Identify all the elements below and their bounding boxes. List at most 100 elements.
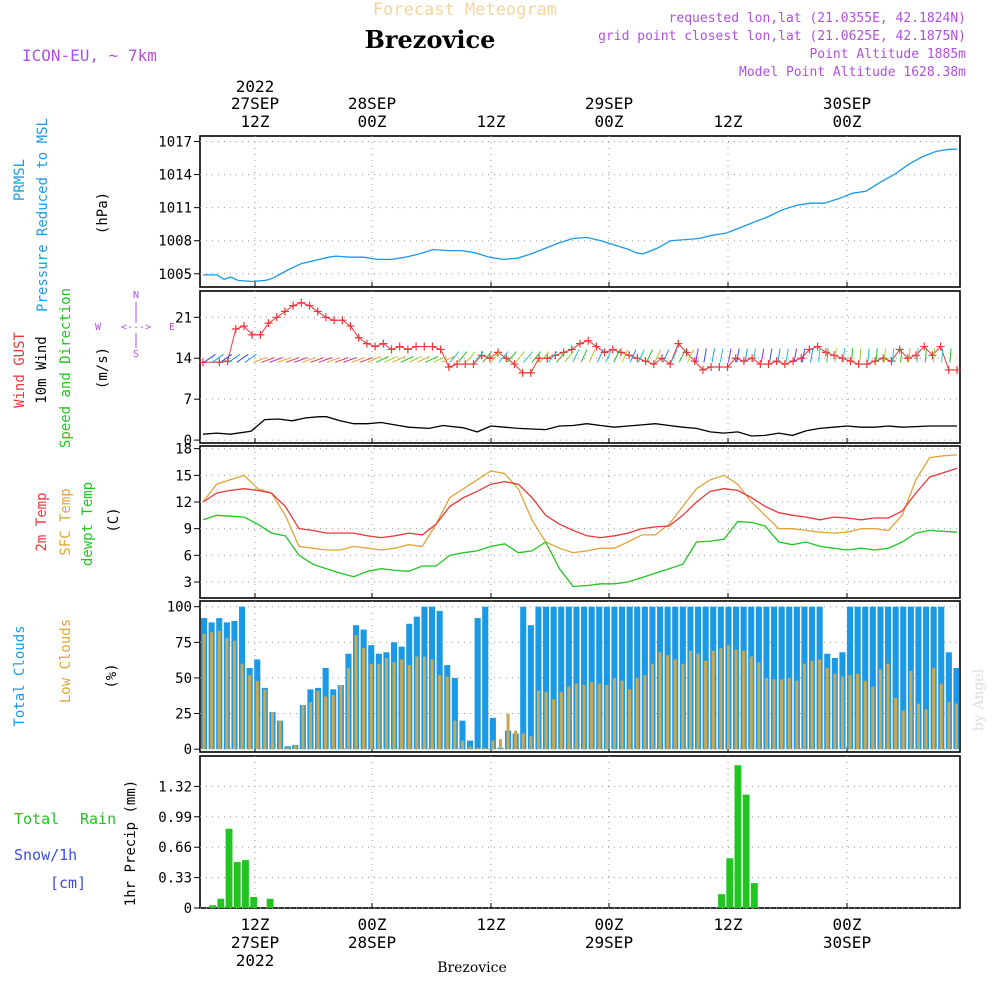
low-cloud-bar	[787, 677, 791, 750]
low-cloud-bar	[286, 747, 290, 750]
gust-marker	[895, 345, 904, 354]
wind-arrow	[474, 351, 484, 363]
panel4-labels: Total Clouds Low Clouds (%)	[12, 619, 120, 727]
wind-arrow	[506, 351, 517, 363]
wind-arrow	[850, 348, 854, 363]
y-tick-label: 3	[184, 575, 192, 591]
wind-arrow	[621, 349, 629, 363]
wind-arrow	[916, 348, 919, 363]
bottom-hour-label: 00Z	[833, 915, 862, 934]
total-cloud-bar	[778, 606, 785, 750]
low-cloud-bar	[316, 690, 320, 750]
wind-arrow	[703, 348, 707, 363]
bottom-hour-label: 12Z	[477, 915, 506, 934]
low-cloud-bar	[628, 689, 632, 750]
wind-arrow	[334, 357, 349, 363]
wind-arrow	[425, 355, 439, 363]
bottom-day-label: 28SEP	[348, 933, 396, 952]
precip-bar	[718, 894, 725, 908]
low-cloud-bar	[301, 704, 305, 750]
wind-arrow	[654, 349, 662, 363]
total-cloud-bar	[482, 606, 489, 750]
low-cloud-bar	[202, 633, 206, 750]
low-cloud-bar	[453, 720, 457, 750]
gust-marker	[641, 357, 650, 366]
gust-marker	[821, 348, 830, 357]
wind-arrow	[367, 355, 381, 363]
low-cloud-bar	[559, 692, 563, 750]
low-cloud-bar	[742, 650, 746, 750]
wind-arrow	[605, 349, 612, 363]
wind-arrow	[924, 348, 927, 363]
low-cloud-bar	[749, 656, 753, 750]
low-cloud-bar	[278, 720, 282, 750]
gust-marker	[444, 363, 453, 371]
wind-arrow	[588, 349, 596, 363]
low-cloud-bar	[460, 740, 464, 750]
wind-arrow	[498, 351, 509, 363]
y-tick-label: 0	[184, 433, 192, 449]
wind-arrow	[318, 357, 333, 363]
low-cloud-bar	[407, 665, 411, 750]
wind-arrow	[490, 351, 501, 363]
total-cloud-bar	[565, 606, 572, 750]
gust-marker	[920, 342, 929, 351]
top-hour-label: 00Z	[358, 112, 387, 131]
low-cloud-bar	[894, 697, 898, 750]
low-cloud-bar	[400, 659, 404, 750]
y-tick-label: 0	[184, 901, 192, 917]
precip-bar	[742, 794, 750, 908]
low-cloud-bar	[346, 667, 350, 750]
total-cloud-bar	[573, 606, 580, 750]
gust-marker	[494, 348, 503, 357]
top-day-label: 28SEP	[348, 94, 396, 113]
low-cloud-bar	[339, 685, 343, 750]
total-cloud-bar	[915, 606, 922, 750]
gust-marker	[535, 354, 544, 363]
wind-arrow	[539, 351, 550, 363]
gust-label: Wind GUST	[12, 332, 28, 408]
total-cloud-bar	[603, 606, 610, 750]
low-cloud-bar	[901, 710, 905, 750]
low-cloud-bar	[947, 702, 951, 750]
wind-arrow	[351, 357, 365, 363]
panel-frame	[199, 600, 961, 753]
wind-arrow	[523, 351, 534, 363]
wind-arrow	[826, 348, 829, 363]
panel-frame	[199, 445, 961, 599]
gust-marker	[526, 368, 535, 377]
gust-marker	[953, 365, 961, 374]
y-tick-label: 0	[184, 742, 192, 758]
top-day-label: 30SEP	[823, 94, 871, 113]
low-cloud-bar	[635, 677, 639, 750]
low-cloud-bar	[468, 746, 472, 750]
chart-layer: 1005100810111014101707142136912151802550…	[158, 135, 961, 917]
wind-arrow	[662, 349, 670, 363]
low-cloud-bar	[438, 675, 442, 750]
wind-arrow	[285, 357, 300, 363]
low-cloud-bar	[878, 669, 882, 750]
gust-marker	[321, 313, 330, 322]
precip-bar	[217, 898, 225, 908]
low-cloud-bar	[939, 683, 943, 750]
wind-arrow	[261, 357, 275, 363]
wind-arrow	[711, 348, 716, 363]
gust-marker	[576, 339, 584, 348]
low-cloud-bar	[582, 685, 586, 750]
top-year-label: 2022	[236, 77, 275, 96]
low-cloud-bar	[825, 667, 829, 750]
low-cloud-bar	[483, 747, 487, 750]
gust-marker	[248, 330, 257, 339]
low-cloud-bar	[232, 640, 236, 750]
wind-arrow	[728, 348, 732, 363]
total-cloud-bar	[900, 606, 907, 750]
low-cloud-bar	[757, 662, 761, 750]
y-tick-label: 1.32	[158, 779, 192, 795]
wind-arrow	[875, 348, 878, 363]
low-cloud-bar	[240, 663, 244, 750]
bottom-station-label: Brezovice	[437, 960, 507, 976]
low-cloud-bar	[217, 630, 221, 750]
y-tick-label: 0.99	[158, 810, 192, 826]
low-cloud-bar	[514, 730, 518, 750]
